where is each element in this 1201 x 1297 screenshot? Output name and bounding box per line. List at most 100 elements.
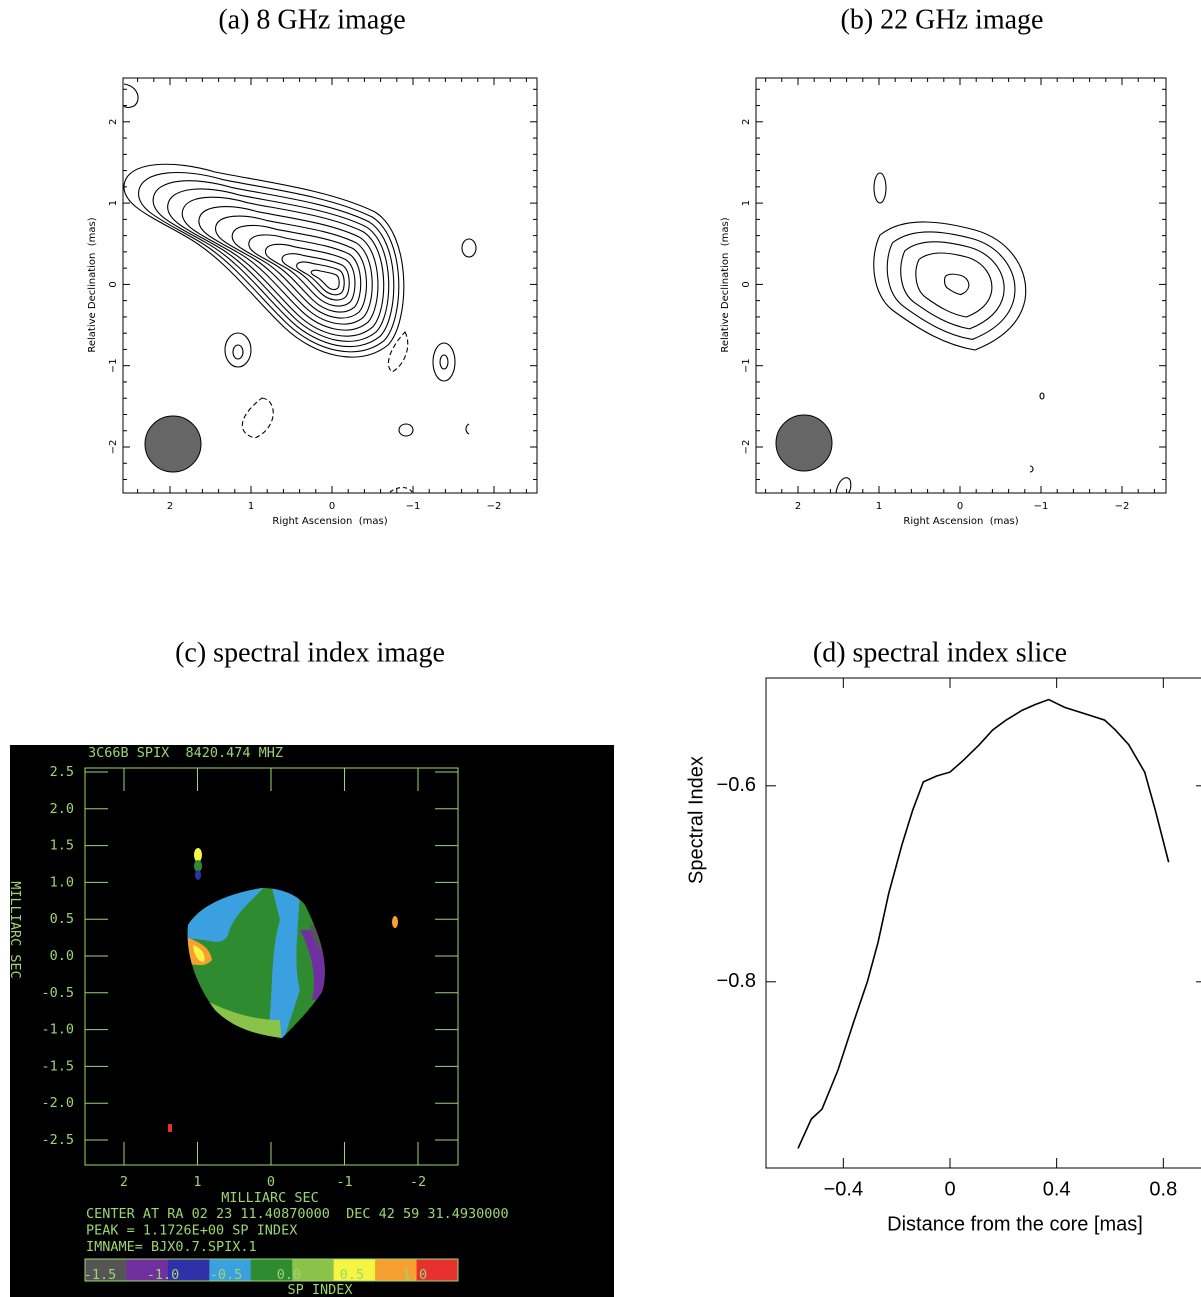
contour (1030, 466, 1033, 472)
x-axis-label: Right Ascension (mas) (903, 516, 1018, 527)
y-tick-label: 1 (741, 200, 752, 206)
contour (945, 274, 969, 294)
colorbar-tick-label: -1.5 (84, 1267, 117, 1283)
x-tick-label: −2 (1115, 501, 1130, 512)
y-tick-label: -1.0 (41, 1022, 74, 1038)
y-tick-label: 0 (741, 281, 752, 287)
contour (1040, 393, 1044, 399)
y-tick-label: −1 (741, 358, 752, 373)
contour (168, 189, 389, 341)
y-tick-label: 0.5 (50, 911, 74, 927)
feature (168, 1124, 172, 1132)
colorbar-tick-label: 0.0 (277, 1267, 301, 1283)
info-line: PEAK = 1.1726E+00 SP INDEX (86, 1223, 297, 1239)
info-line: IMNAME= BJX0.7.SPIX.1 (86, 1239, 257, 1255)
colorbar-label: SP INDEX (287, 1282, 352, 1297)
x-tick-label: 2 (795, 501, 801, 512)
x-tick-label: −2 (487, 501, 502, 512)
x-tick-label: 0.8 (1149, 1178, 1177, 1200)
y-tick-label: −0.6 (717, 774, 756, 796)
y-tick-label: −0.8 (717, 970, 756, 992)
line-series (798, 700, 1169, 1149)
contour (242, 398, 273, 438)
y-tick-label: 2 (741, 119, 752, 125)
x-axis-label: Distance from the core [mas] (887, 1213, 1143, 1235)
x-tick-label: −1 (406, 501, 421, 512)
x-axis-label: Right Ascension (mas) (272, 516, 387, 527)
beam (145, 416, 201, 472)
y-tick-label: −1 (108, 358, 119, 373)
side-label: MILLIARC SEC (7, 881, 23, 979)
x-tick-label: -2 (410, 1174, 426, 1190)
x-tick-label: 1 (248, 501, 254, 512)
y-tick-label: 0 (108, 281, 119, 287)
contour (462, 239, 476, 257)
colorbar-tick-label: -1.0 (147, 1267, 180, 1283)
contours (124, 164, 404, 357)
contour (874, 173, 886, 203)
feature (195, 870, 201, 880)
contour (388, 332, 407, 372)
colorbar-tick-label: -0.5 (210, 1267, 243, 1283)
caption: (c) spectral index image (175, 637, 445, 668)
x-tick-label: 0 (329, 501, 335, 512)
y-tick-label: 0.0 (50, 948, 74, 964)
panel-b: (b) 22 GHz image (756, 4, 1166, 493)
contour (311, 270, 339, 289)
x-tick-label: 1 (193, 1174, 201, 1190)
colorbar-tick-label: 1.0 (403, 1267, 427, 1283)
contour (916, 253, 992, 317)
caption: (a) 8 GHz image (218, 4, 405, 35)
contour (139, 172, 399, 351)
x-tick-label: −0.4 (824, 1178, 863, 1200)
contour (874, 222, 1026, 350)
x-tick-label: 2 (167, 501, 173, 512)
y-tick-label: -1.5 (41, 1058, 74, 1074)
panel-a: (a) 8 GHz image (123, 4, 537, 493)
y-axis-label: Relative Declination (mas) (720, 217, 731, 352)
feature (392, 916, 398, 928)
contour (466, 424, 469, 434)
image-title: 3C66B SPIX 8420.474 MHZ (88, 745, 283, 761)
panel-c: (c) spectral index image 3C66B SPIX 8420… (10, 637, 614, 1297)
info-line: CENTER AT RA 02 23 11.40870000 DEC 42 59… (86, 1206, 509, 1222)
contour (399, 424, 413, 436)
contour (440, 355, 448, 369)
contour (124, 84, 138, 108)
x-tick-label: 0 (267, 1174, 275, 1190)
frame (766, 678, 1201, 1168)
x-tick-label: 2 (120, 1174, 128, 1190)
chart-title: (d) spectral index slice (813, 637, 1067, 668)
x-tick-label: −1 (1034, 501, 1049, 512)
y-tick-label: 2.5 (50, 764, 74, 780)
x-tick-label: -1 (336, 1174, 352, 1190)
contours (874, 222, 1026, 350)
contour (433, 343, 455, 381)
panel-d: (d) spectral index slice Distance from t… (685, 637, 1201, 1235)
y-tick-label: -2.0 (41, 1095, 74, 1111)
y-tick-label: −2 (741, 440, 752, 455)
x-axis-label: MILLIARC SEC (221, 1190, 319, 1206)
y-tick-label: 1.0 (50, 874, 74, 890)
y-tick-label: -0.5 (41, 985, 74, 1001)
contour (390, 488, 412, 493)
caption: (b) 22 GHz image (841, 4, 1044, 35)
contour (233, 345, 243, 359)
figure: (a) 8 GHz image (b) 22 GHz image (c) spe… (0, 0, 1201, 1297)
y-tick-label: 2.0 (50, 801, 74, 817)
y-tick-label: 1 (108, 200, 119, 206)
x-tick-label: 0 (944, 1178, 955, 1200)
y-tick-label: 2 (108, 119, 119, 125)
y-axis-label: Relative Declination (mas) (87, 217, 98, 352)
contour (225, 333, 251, 367)
y-tick-label: −2 (108, 440, 119, 455)
contour (297, 262, 345, 295)
y-tick-label: 1.5 (50, 838, 74, 854)
x-tick-label: 1 (876, 501, 882, 512)
contour (836, 478, 851, 493)
colorbar-tick-label: 0.5 (340, 1267, 364, 1283)
beam (776, 415, 832, 471)
y-tick-label: -2.5 (41, 1132, 74, 1148)
x-tick-label: 0 (957, 501, 963, 512)
y-axis-label: Spectral Index (685, 756, 707, 884)
